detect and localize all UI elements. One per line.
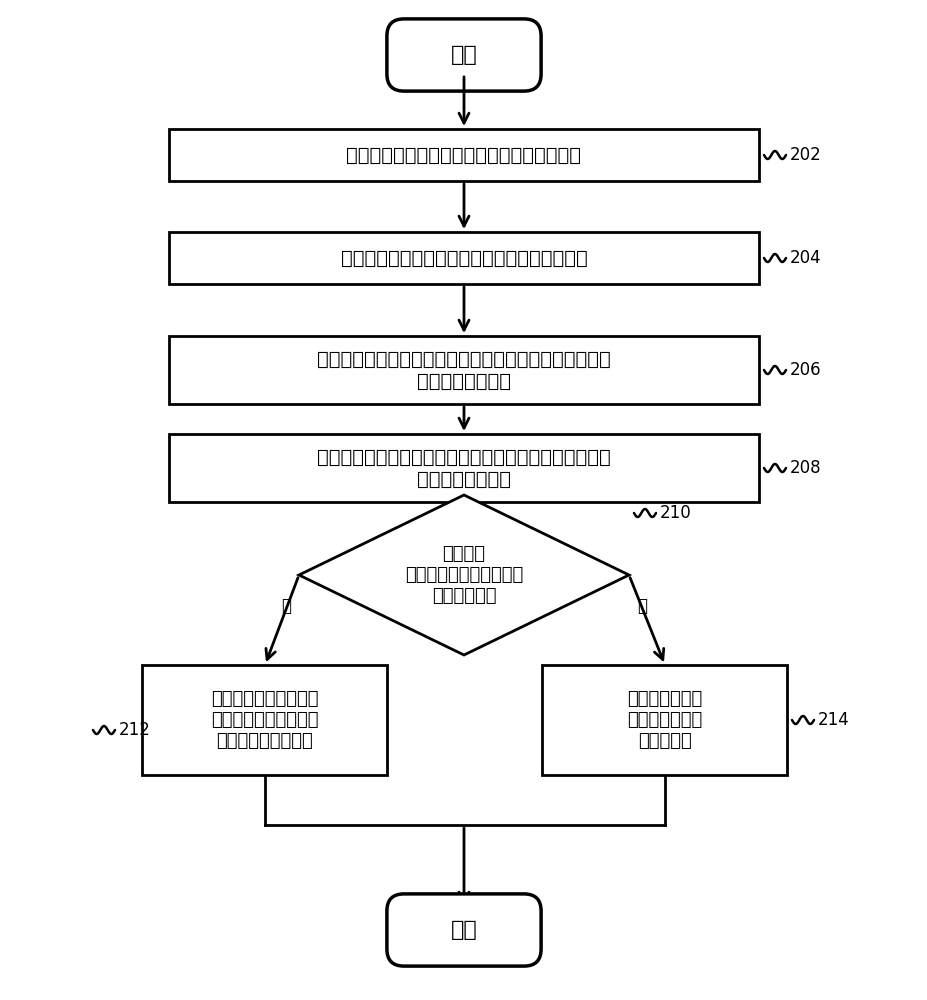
Text: 204: 204 bbox=[789, 249, 820, 267]
Text: 202: 202 bbox=[789, 146, 821, 164]
Text: 206: 206 bbox=[789, 361, 820, 379]
Text: 210: 210 bbox=[659, 504, 691, 522]
Text: 开始: 开始 bbox=[451, 45, 476, 65]
Text: 根据信道估计的结果，计算来自每个车载通信终端的信号
对应的接收信噪比: 根据信道估计的结果，计算来自每个车载通信终端的信号 对应的接收信噪比 bbox=[317, 350, 610, 390]
Bar bbox=[169, 129, 758, 181]
FancyBboxPatch shape bbox=[387, 894, 540, 966]
Text: 结束: 结束 bbox=[451, 920, 476, 940]
Bar bbox=[169, 434, 758, 502]
Text: 否: 否 bbox=[636, 597, 646, 615]
Text: 在若干个车载通信终端
中选择目标终端，为目
标终端提供中继服务: 在若干个车载通信终端 中选择目标终端，为目 标终端提供中继服务 bbox=[211, 690, 318, 750]
Text: 根据中继选择请求中的接收信号，执行信道估计: 根据中继选择请求中的接收信号，执行信道估计 bbox=[340, 248, 587, 267]
Text: 接收来自若干个车载通信终端的中继选择请求: 接收来自若干个车载通信终端的中继选择请求 bbox=[346, 145, 581, 164]
Polygon shape bbox=[298, 495, 629, 655]
Bar bbox=[542, 665, 787, 775]
Text: 确定不为若干个
车载通信终端提
供中继服务: 确定不为若干个 车载通信终端提 供中继服务 bbox=[627, 690, 702, 750]
FancyBboxPatch shape bbox=[387, 19, 540, 91]
Text: 是: 是 bbox=[281, 597, 291, 615]
Bar bbox=[169, 336, 758, 404]
Text: 212: 212 bbox=[119, 721, 151, 739]
Text: 208: 208 bbox=[789, 459, 820, 477]
Text: 214: 214 bbox=[817, 711, 849, 729]
Bar bbox=[169, 232, 758, 284]
Text: 判断最大
接收信噪比是否大于或等
于预定信噪比: 判断最大 接收信噪比是否大于或等 于预定信噪比 bbox=[404, 545, 523, 605]
Text: 在来自若干个车载通信终端的信号对应的接收信噪比中确
定最大接收信噪比: 在来自若干个车载通信终端的信号对应的接收信噪比中确 定最大接收信噪比 bbox=[317, 448, 610, 488]
Bar bbox=[143, 665, 387, 775]
